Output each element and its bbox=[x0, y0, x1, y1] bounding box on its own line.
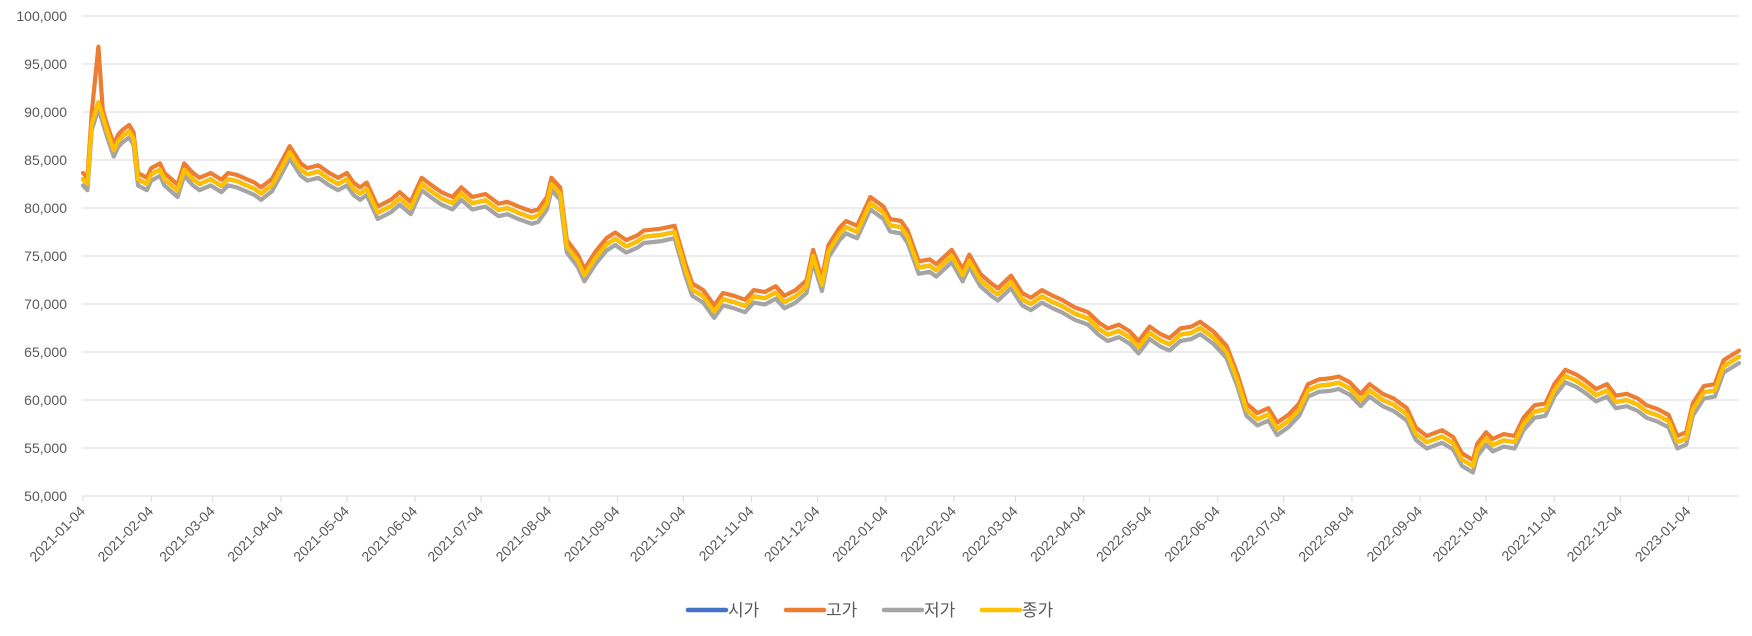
legend-label: 고가 bbox=[826, 601, 858, 621]
x-tick-label: 2022-10-04 bbox=[1429, 503, 1491, 565]
x-tick-label: 2021-10-04 bbox=[627, 503, 689, 565]
x-tick-label: 2021-04-04 bbox=[224, 503, 286, 565]
x-tick-label: 2021-03-04 bbox=[156, 503, 218, 565]
x-tick-label: 2022-06-04 bbox=[1161, 503, 1223, 565]
series-line-1 bbox=[80, 44, 1742, 463]
series-line-0 bbox=[80, 100, 1742, 469]
x-tick-label: 2021-12-04 bbox=[761, 503, 823, 565]
x-tick-label: 2021-06-04 bbox=[358, 503, 420, 565]
y-tick-label: 65,000 bbox=[24, 344, 67, 360]
series-line-2 bbox=[80, 106, 1742, 475]
y-tick-label: 90,000 bbox=[24, 104, 67, 120]
legend-item[interactable]: 종가 bbox=[979, 601, 1054, 621]
x-tick-label: 2022-01-04 bbox=[829, 503, 891, 565]
y-tick-label: 100,000 bbox=[16, 8, 67, 24]
x-tick-label: 2021-07-04 bbox=[424, 503, 486, 565]
legend[interactable]: 시가 고가 저가 종가 bbox=[685, 601, 1054, 621]
y-axis-ticks: 50,000 55,000 60,000 65,000 70,000 75,000 80,0… bbox=[16, 8, 67, 504]
y-tick-label: 95,000 bbox=[24, 56, 67, 72]
x-tick-label: 2021-09-04 bbox=[561, 503, 623, 565]
x-tick-label: 2023-01-04 bbox=[1632, 503, 1694, 565]
x-tick-label: 2022-02-04 bbox=[897, 503, 959, 565]
x-tick-label: 2021-08-04 bbox=[492, 503, 554, 565]
x-tick-label: 2022-09-04 bbox=[1363, 503, 1425, 565]
series-line-3 bbox=[80, 100, 1742, 469]
y-tick-label: 75,000 bbox=[24, 248, 67, 264]
x-tick-label: 2022-12-04 bbox=[1563, 503, 1625, 565]
y-tick-label: 70,000 bbox=[24, 296, 67, 312]
x-tick-label: 2022-07-04 bbox=[1227, 503, 1289, 565]
legend-label: 종가 bbox=[1022, 601, 1054, 621]
legend-item[interactable]: 고가 bbox=[783, 601, 858, 621]
x-tick-label: 2021-05-04 bbox=[290, 503, 352, 565]
y-tick-label: 55,000 bbox=[24, 440, 67, 456]
legend-item[interactable]: 시가 bbox=[685, 601, 760, 621]
x-tick-label: 2022-05-04 bbox=[1093, 503, 1155, 565]
y-tick-label: 60,000 bbox=[24, 392, 67, 408]
x-tick-label: 2021-11-04 bbox=[695, 503, 756, 564]
y-tick-label: 80,000 bbox=[24, 200, 67, 216]
x-tick-label: 2022-11-04 bbox=[1498, 503, 1559, 564]
x-tick-label: 2021-02-04 bbox=[94, 503, 156, 565]
x-axis-ticks: 2021-01-04 2021-02-04 2021-03-04 2021-04-04… bbox=[26, 496, 1694, 565]
legend-label: 시가 bbox=[728, 601, 760, 621]
x-tick-label: 2022-03-04 bbox=[959, 503, 1021, 565]
x-tick-label: 2021-01-04 bbox=[26, 503, 88, 565]
series-lines bbox=[80, 44, 1742, 475]
x-tick-label: 2022-08-04 bbox=[1295, 503, 1357, 565]
legend-item[interactable]: 저가 bbox=[881, 601, 956, 621]
y-tick-label: 50,000 bbox=[24, 488, 67, 504]
x-tick-label: 2022-04-04 bbox=[1027, 503, 1089, 565]
y-tick-label: 85,000 bbox=[24, 152, 67, 168]
legend-label: 저가 bbox=[924, 601, 956, 621]
